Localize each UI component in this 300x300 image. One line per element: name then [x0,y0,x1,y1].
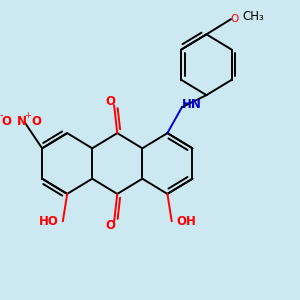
Text: O: O [2,115,12,128]
Text: +: + [24,110,31,119]
Text: O: O [105,94,115,108]
Text: O: O [230,14,238,24]
Text: O: O [105,219,115,232]
Text: HO: HO [38,215,58,228]
Text: N: N [16,115,27,128]
Text: HN: HN [182,98,201,111]
Text: O: O [31,115,41,128]
Text: -: - [0,110,3,120]
Text: OH: OH [176,215,196,228]
Text: CH₃: CH₃ [242,10,264,23]
